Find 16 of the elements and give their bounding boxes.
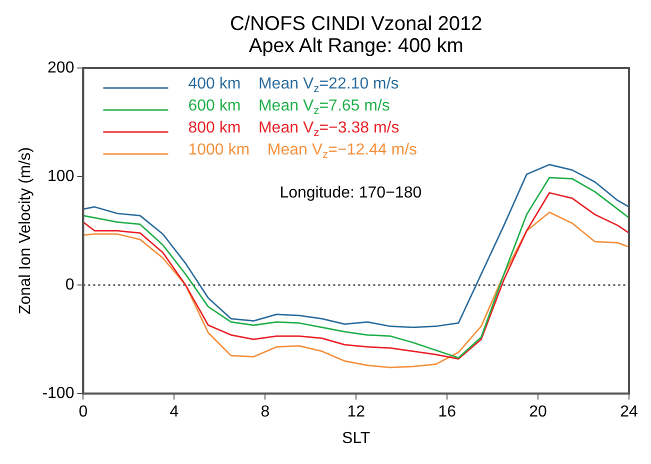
y-axis-title: Zonal Ion Velocity (m/s) [17, 147, 34, 314]
y-tick-label: 200 [48, 59, 74, 76]
x-tick-label: 20 [529, 404, 548, 421]
x-tick-label: 16 [438, 404, 456, 421]
chart-title: C/NOFS CINDI Vzonal 2012 [230, 13, 482, 35]
x-tick-label: 8 [260, 404, 270, 421]
y-tick-label: 100 [48, 168, 74, 185]
x-tick-label: 24 [620, 404, 638, 421]
y-tick-label: 0 [65, 276, 74, 294]
x-tick-label: 4 [170, 404, 179, 421]
x-tick-label: 12 [347, 404, 366, 421]
chart-subtitle: Apex Alt Range: 400 km [248, 35, 464, 57]
x-axis-title: SLT [342, 430, 370, 447]
annotation: Longitude: 170−180 [280, 184, 422, 202]
x-tick-label: 0 [78, 404, 88, 421]
y-tick-label: -100 [42, 385, 74, 402]
